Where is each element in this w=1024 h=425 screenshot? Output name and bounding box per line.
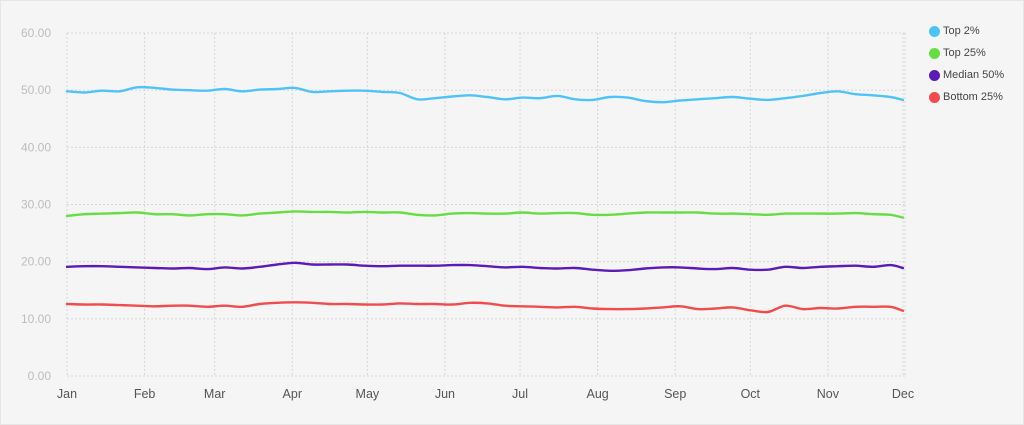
x-tick-label: Nov (817, 387, 840, 401)
legend-label: Bottom 25% (943, 91, 1003, 103)
y-tick-label: 40.00 (21, 140, 51, 154)
y-tick-label: 30.00 (21, 198, 51, 212)
x-tick-label: Aug (587, 387, 609, 401)
series-line-top-25 (65, 210, 905, 219)
x-tick-label: Mar (204, 387, 226, 401)
x-tick-label: Dec (892, 387, 914, 401)
series-line-median-50 (65, 261, 905, 273)
legend-item-top-25[interactable]: Top 25% (929, 42, 1004, 64)
x-tick-label: Sep (664, 387, 686, 401)
legend-item-bottom-25[interactable]: Bottom 25% (929, 86, 1004, 108)
y-tick-label: 50.00 (21, 83, 51, 97)
y-tick-label: 20.00 (21, 255, 51, 269)
legend-dot-icon (929, 69, 940, 81)
x-tick-label: Apr (283, 387, 302, 401)
legend-label: Top 2% (943, 25, 980, 37)
x-tick-label: May (356, 387, 380, 401)
x-tick-label: Jun (435, 387, 455, 401)
y-tick-label: 0.00 (28, 369, 52, 383)
x-tick-label: Jan (57, 387, 77, 401)
x-tick-label: Jul (512, 387, 528, 401)
legend-dot-icon (929, 25, 940, 37)
legend-dot-icon (929, 91, 940, 103)
legend: Top 2% Top 25% Median 50% Bottom 25% (929, 20, 1004, 108)
y-tick-label: 10.00 (21, 312, 51, 326)
legend-dot-icon (929, 47, 940, 59)
series-line-top-2 (65, 85, 905, 104)
x-tick-label: Oct (741, 387, 761, 401)
legend-label: Top 25% (943, 47, 986, 59)
legend-item-median-50[interactable]: Median 50% (929, 64, 1004, 86)
x-tick-label: Feb (134, 387, 156, 401)
legend-item-top-2[interactable]: Top 2% (929, 20, 1004, 42)
y-tick-label: 60.00 (21, 26, 51, 40)
legend-label: Median 50% (943, 69, 1005, 81)
series-line-bottom-25 (65, 301, 905, 314)
